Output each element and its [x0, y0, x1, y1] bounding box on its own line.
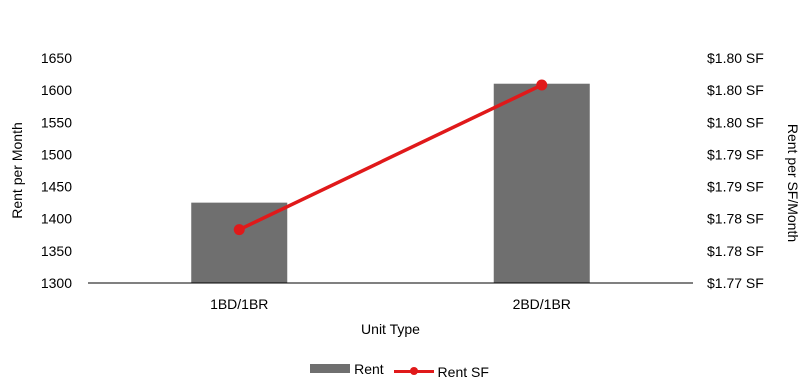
x-axis-ticks: 1BD/1BR 2BD/1BR — [210, 296, 571, 312]
y-tick-label: 1450 — [41, 179, 72, 195]
y2-tick-label: $1.80 SF — [707, 114, 764, 130]
x-axis-title: Unit Type — [361, 321, 420, 337]
y-tick-label: 1650 — [41, 50, 72, 66]
x-tick-label: 2BD/1BR — [513, 296, 571, 312]
legend: Rent Rent SF — [0, 360, 799, 380]
x-tick-label: 1BD/1BR — [210, 296, 268, 312]
legend-item-rent: Rent — [310, 361, 384, 377]
y2-tick-label: $1.79 SF — [707, 179, 764, 195]
y-axis-title: Rent per Month — [9, 122, 25, 219]
y-tick-label: 1550 — [41, 114, 72, 130]
legend-item-rent-sf: Rent SF — [393, 363, 489, 380]
y2-tick-label: $1.80 SF — [707, 50, 764, 66]
y2-axis-title: Rent per SF/Month — [785, 124, 799, 242]
y-axis-ticks: 1300 1350 1400 1450 1500 1550 1600 1650 — [41, 50, 72, 291]
legend-swatch-line — [393, 367, 434, 375]
legend-swatch-bar — [310, 364, 351, 373]
bar-2bd-1br — [493, 83, 590, 283]
y-tick-label: 1500 — [41, 146, 72, 162]
bars-layer — [191, 83, 590, 283]
line-layer — [233, 79, 548, 236]
rent-sf-line — [238, 83, 543, 232]
y-tick-label: 1300 — [41, 275, 72, 291]
legend-label-rent-sf: Rent SF — [437, 363, 489, 380]
y2-tick-label: $1.77 SF — [707, 275, 764, 291]
y-tick-label: 1350 — [41, 243, 72, 259]
y2-axis-ticks: $1.77 SF $1.78 SF $1.78 SF $1.79 SF $1.79 SF… — [707, 50, 764, 291]
legend-label-rent: Rent — [354, 360, 384, 377]
y2-tick-label: $1.79 SF — [707, 146, 764, 162]
y-tick-label: 1600 — [41, 82, 72, 98]
rent-sf-point-2 — [536, 79, 548, 91]
legend-swatch-marker — [409, 367, 418, 375]
y2-tick-label: $1.78 SF — [707, 243, 764, 259]
y2-tick-label: $1.78 SF — [707, 211, 764, 227]
rent-sf-point-1 — [233, 224, 245, 236]
y-tick-label: 1400 — [41, 211, 72, 227]
y2-tick-label: $1.80 SF — [707, 82, 764, 98]
